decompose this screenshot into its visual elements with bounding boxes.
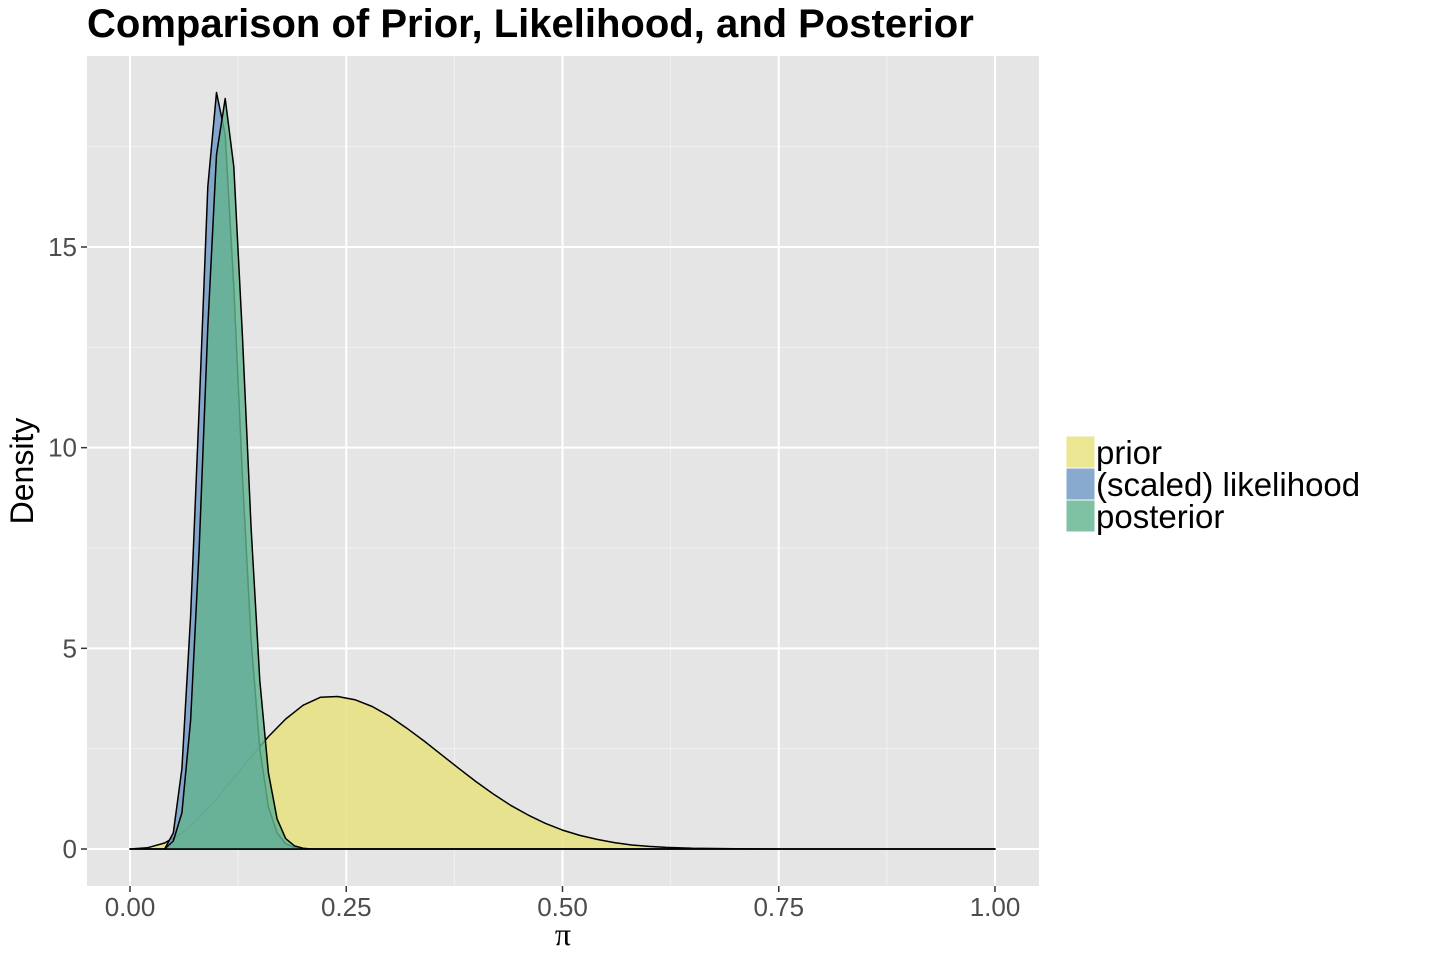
y-tick-label: 15 [48,232,77,262]
chart-title: Comparison of Prior, Likelihood, and Pos… [87,2,974,46]
axis-ticks [81,246,996,892]
y-tick-labels: 0 5 10 15 [48,232,77,864]
density-areas [129,91,996,850]
y-tick-label: 10 [48,433,77,463]
y-axis-label: Density [4,418,40,525]
x-tick-labels: 0.00 0.25 0.50 0.75 1.00 [105,892,1021,922]
x-tick-label: 0.50 [537,892,588,922]
legend-key [1065,499,1096,533]
x-tick-label: 1.00 [970,892,1021,922]
x-tick-label: 0.25 [321,892,372,922]
legend-key [1065,435,1096,469]
legend-label: posterior [1096,498,1224,535]
x-axis-label: π [555,916,571,952]
legend-label: prior [1096,434,1162,471]
y-tick-label: 5 [63,633,77,663]
y-tick-label: 0 [63,834,77,864]
x-tick-label: 0.00 [105,892,156,922]
x-tick-label: 0.75 [753,892,804,922]
legend-key [1065,467,1096,501]
legend-label: (scaled) likelihood [1096,466,1360,503]
density-area-posterior [129,97,996,850]
